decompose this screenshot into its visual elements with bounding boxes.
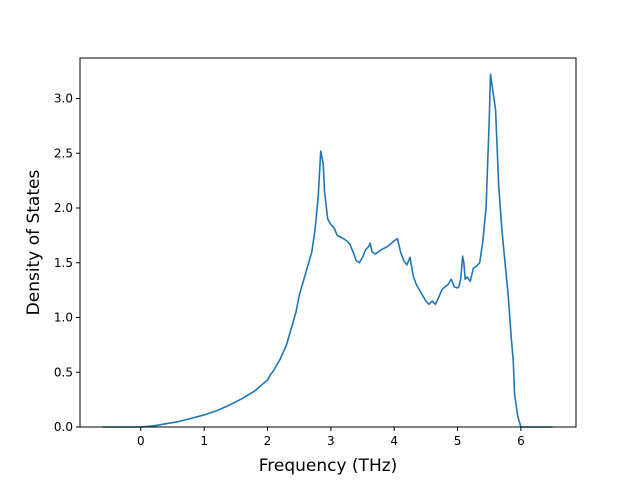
x-axis-ticks: 0 1 2 3 4 5 6 — [137, 427, 525, 448]
plot-layer — [102, 73, 553, 428]
x-tick-label: 5 — [454, 434, 462, 448]
y-tick-label: 0.0 — [54, 420, 73, 434]
y-tick-label: 2.5 — [54, 146, 73, 160]
x-tick-label: 1 — [200, 434, 208, 448]
x-tick-label: 4 — [390, 434, 398, 448]
y-axis-label: Density of States — [24, 170, 44, 316]
y-tick-label: 3.0 — [54, 92, 73, 106]
y-tick-label: 2.0 — [54, 201, 73, 215]
x-axis-label: Frequency (THz) — [259, 456, 398, 476]
y-tick-label: 1.5 — [54, 256, 73, 270]
y-axis-ticks: 0.0 0.5 1.0 1.5 2.0 2.5 3.0 — [54, 92, 80, 434]
x-tick-label: 0 — [137, 434, 145, 448]
x-tick-label: 6 — [517, 434, 525, 448]
x-tick-label: 3 — [327, 434, 335, 448]
dos-series-line — [102, 73, 553, 428]
plot-frame — [79, 57, 577, 428]
y-tick-label: 0.5 — [54, 365, 73, 379]
x-tick-label: 2 — [264, 434, 272, 448]
y-tick-label: 1.0 — [54, 311, 73, 325]
